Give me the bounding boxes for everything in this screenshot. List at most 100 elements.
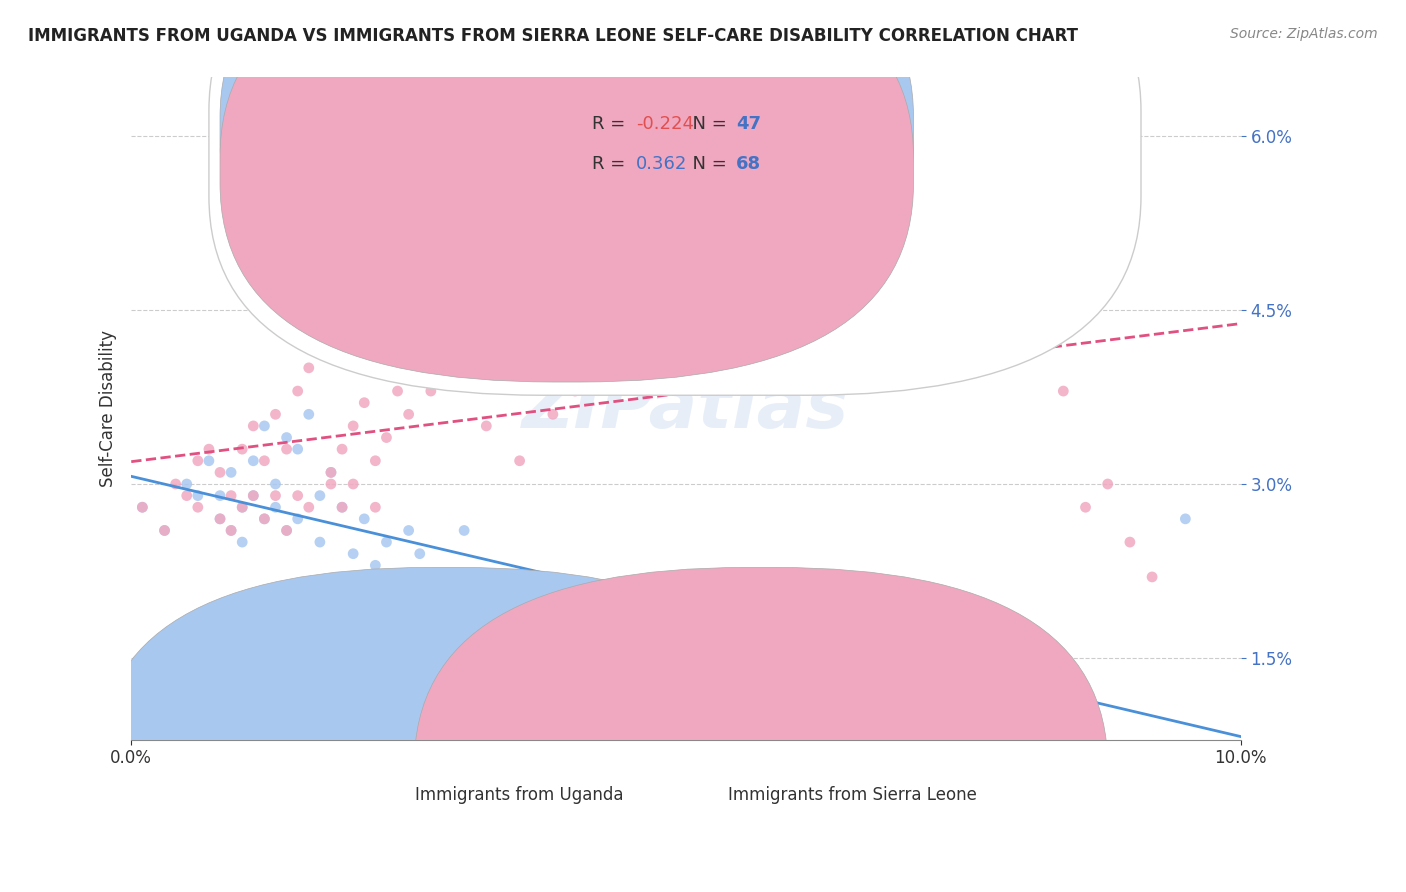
Point [208, 512, 231, 526]
Point [564, 628, 586, 642]
Point [253, 418, 276, 433]
Point [219, 489, 242, 503]
Point [276, 524, 298, 538]
Point [309, 535, 332, 549]
Text: 68: 68 [735, 154, 761, 172]
Text: R =: R = [592, 154, 631, 172]
Point [153, 524, 176, 538]
Point [231, 500, 253, 515]
Point [598, 268, 620, 282]
Point [1074, 500, 1097, 515]
Text: IMMIGRANTS FROM UGANDA VS IMMIGRANTS FROM SIERRA LEONE SELF-CARE DISABILITY CORR: IMMIGRANTS FROM UGANDA VS IMMIGRANTS FRO… [28, 27, 1078, 45]
Point [231, 500, 253, 515]
Point [353, 512, 375, 526]
Point [198, 442, 221, 457]
Point [208, 466, 231, 480]
Text: Immigrants from Uganda: Immigrants from Uganda [415, 786, 624, 804]
Point [920, 709, 942, 723]
Point [364, 454, 387, 468]
Point [242, 489, 264, 503]
FancyBboxPatch shape [219, 0, 914, 382]
Point [453, 268, 475, 282]
Point [1119, 535, 1142, 549]
Point [475, 582, 498, 596]
Point [486, 360, 509, 375]
FancyBboxPatch shape [219, 0, 914, 343]
FancyBboxPatch shape [98, 567, 792, 892]
Point [1008, 302, 1031, 317]
Point [564, 384, 586, 398]
Point [453, 524, 475, 538]
Point [709, 326, 731, 340]
Point [619, 326, 641, 340]
Point [541, 605, 564, 619]
Point [952, 360, 974, 375]
Point [264, 500, 287, 515]
Point [287, 384, 309, 398]
Point [430, 570, 453, 584]
Point [264, 407, 287, 421]
Text: 0.362: 0.362 [636, 154, 688, 172]
Point [586, 593, 609, 607]
Point [330, 500, 353, 515]
Point [198, 454, 221, 468]
Point [319, 466, 342, 480]
Point [675, 256, 697, 270]
Point [841, 686, 863, 700]
Point [287, 512, 309, 526]
Point [808, 221, 831, 235]
Point [219, 524, 242, 538]
Point [509, 454, 531, 468]
Point [375, 431, 398, 445]
Point [364, 500, 387, 515]
Text: -0.224: -0.224 [636, 115, 695, 133]
Point [309, 337, 332, 351]
Point [641, 291, 664, 305]
Point [319, 477, 342, 491]
Point [219, 524, 242, 538]
Point [652, 616, 675, 631]
Point [176, 489, 198, 503]
Point [675, 651, 697, 665]
Point [231, 535, 253, 549]
Point [276, 442, 298, 457]
Point [242, 418, 264, 433]
Point [786, 268, 808, 282]
Point [330, 442, 353, 457]
Point [253, 512, 276, 526]
Point [253, 512, 276, 526]
Point [763, 291, 786, 305]
FancyBboxPatch shape [209, 0, 1142, 395]
Point [242, 489, 264, 503]
Point [387, 384, 409, 398]
Point [541, 407, 564, 421]
Point [342, 547, 364, 561]
Point [419, 384, 441, 398]
Point [586, 360, 609, 375]
Point [187, 454, 209, 468]
Text: N =: N = [681, 115, 733, 133]
Text: Immigrants from Sierra Leone: Immigrants from Sierra Leone [728, 786, 977, 804]
Point [219, 466, 242, 480]
Point [430, 302, 453, 317]
Text: ZIPatlas: ZIPatlas [523, 374, 849, 443]
Point [1174, 512, 1197, 526]
Point [131, 500, 153, 515]
Point [398, 407, 420, 421]
Text: N =: N = [681, 154, 733, 172]
Point [165, 477, 187, 491]
Point [509, 616, 531, 631]
Point [330, 500, 353, 515]
Point [287, 442, 309, 457]
Point [1052, 384, 1074, 398]
Point [176, 477, 198, 491]
Point [1097, 477, 1119, 491]
Point [342, 477, 364, 491]
Point [841, 291, 863, 305]
Point [298, 407, 321, 421]
Point [208, 512, 231, 526]
Point [375, 535, 398, 549]
Point [298, 500, 321, 515]
Y-axis label: Self-Care Disability: Self-Care Disability [100, 330, 117, 487]
Point [353, 395, 375, 409]
